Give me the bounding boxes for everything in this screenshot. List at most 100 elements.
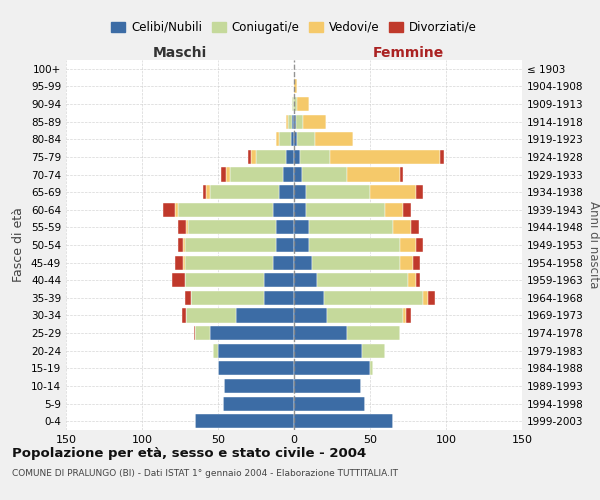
Bar: [294, 150, 300, 164]
Bar: [203, 185, 206, 199]
Y-axis label: Fasce di età: Fasce di età: [13, 208, 25, 282]
Bar: [416, 185, 423, 199]
Bar: [256, 150, 286, 164]
Bar: [294, 185, 306, 199]
Bar: [302, 168, 347, 181]
Bar: [251, 150, 256, 164]
Text: Femmine: Femmine: [373, 46, 443, 60]
Bar: [400, 168, 403, 181]
Bar: [294, 168, 302, 181]
Bar: [317, 273, 408, 287]
Bar: [294, 220, 309, 234]
Bar: [306, 185, 370, 199]
Bar: [273, 202, 294, 217]
Bar: [403, 308, 406, 322]
Bar: [178, 202, 273, 217]
Bar: [294, 238, 309, 252]
Bar: [182, 308, 186, 322]
Bar: [211, 326, 294, 340]
Bar: [276, 220, 294, 234]
Bar: [218, 344, 294, 358]
Bar: [416, 238, 423, 252]
Bar: [185, 273, 263, 287]
Bar: [224, 379, 294, 393]
Bar: [191, 291, 263, 305]
Bar: [403, 202, 411, 217]
Bar: [175, 202, 178, 217]
Bar: [362, 344, 385, 358]
Bar: [347, 326, 400, 340]
Bar: [279, 132, 291, 146]
Bar: [309, 238, 400, 252]
Bar: [303, 114, 326, 128]
Bar: [400, 238, 416, 252]
Bar: [276, 238, 294, 252]
Bar: [195, 326, 211, 340]
Bar: [185, 291, 191, 305]
Bar: [370, 185, 416, 199]
Bar: [413, 256, 420, 270]
Bar: [411, 220, 419, 234]
Bar: [178, 220, 186, 234]
Y-axis label: Anni di nascita: Anni di nascita: [587, 202, 600, 288]
Bar: [297, 97, 309, 111]
Bar: [294, 379, 361, 393]
Text: COMUNE DI PRALUNGO (BI) - Dati ISTAT 1° gennaio 2004 - Elaborazione TUTTITALIA.I: COMUNE DI PRALUNGO (BI) - Dati ISTAT 1° …: [12, 469, 398, 478]
Bar: [206, 185, 211, 199]
Bar: [218, 362, 294, 376]
Bar: [294, 202, 306, 217]
Bar: [423, 291, 428, 305]
Bar: [276, 132, 279, 146]
Bar: [385, 202, 403, 217]
Bar: [185, 238, 276, 252]
Bar: [286, 114, 288, 128]
Bar: [288, 114, 292, 128]
Bar: [163, 202, 175, 217]
Bar: [178, 238, 183, 252]
Bar: [370, 362, 373, 376]
Bar: [440, 150, 445, 164]
Bar: [292, 114, 294, 128]
Legend: Celibi/Nubili, Coniugati/e, Vedovi/e, Divorziati/e: Celibi/Nubili, Coniugati/e, Vedovi/e, Di…: [106, 16, 482, 38]
Bar: [331, 150, 440, 164]
Bar: [328, 308, 403, 322]
Bar: [273, 256, 294, 270]
Bar: [300, 150, 331, 164]
Bar: [294, 414, 393, 428]
Bar: [294, 256, 312, 270]
Bar: [306, 202, 385, 217]
Bar: [283, 168, 294, 181]
Bar: [236, 308, 294, 322]
Bar: [393, 220, 411, 234]
Bar: [294, 132, 297, 146]
Bar: [230, 168, 283, 181]
Bar: [221, 168, 226, 181]
Bar: [248, 150, 251, 164]
Bar: [294, 273, 317, 287]
Bar: [186, 220, 188, 234]
Bar: [214, 344, 218, 358]
Bar: [263, 273, 294, 287]
Bar: [188, 220, 276, 234]
Bar: [294, 291, 325, 305]
Bar: [416, 273, 420, 287]
Bar: [291, 132, 294, 146]
Bar: [297, 132, 315, 146]
Bar: [226, 168, 230, 181]
Bar: [294, 326, 347, 340]
Bar: [294, 80, 297, 94]
Bar: [172, 273, 185, 287]
Bar: [183, 238, 185, 252]
Bar: [185, 256, 273, 270]
Bar: [294, 114, 296, 128]
Bar: [406, 308, 411, 322]
Bar: [428, 291, 436, 305]
Bar: [325, 291, 423, 305]
Bar: [400, 256, 413, 270]
Bar: [294, 344, 362, 358]
Bar: [294, 362, 370, 376]
Bar: [286, 150, 294, 164]
Bar: [294, 308, 328, 322]
Bar: [315, 132, 353, 146]
Text: Popolazione per età, sesso e stato civile - 2004: Popolazione per età, sesso e stato civil…: [12, 448, 366, 460]
